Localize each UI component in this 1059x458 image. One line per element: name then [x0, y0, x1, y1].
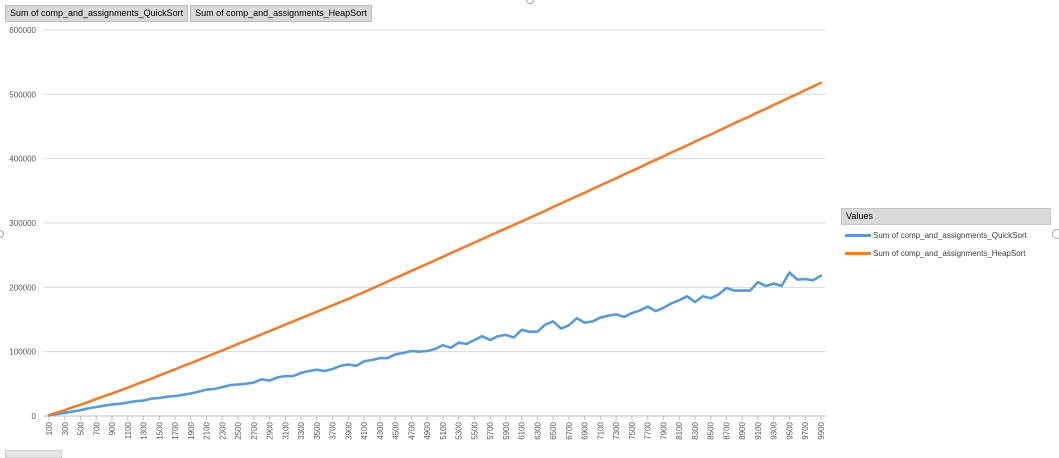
x-tick-label: 4300 [376, 421, 385, 439]
x-tick-label: 8500 [707, 421, 716, 439]
field-button-quicksort[interactable]: Sum of comp_and_assignments_QuickSort [5, 5, 189, 22]
y-tick-label: 100000 [9, 348, 36, 357]
x-tick-label: 3700 [329, 421, 338, 439]
x-tick-label: 3300 [297, 421, 306, 439]
x-tick-label: 6500 [549, 421, 558, 439]
x-tick-label: 8100 [675, 421, 684, 439]
x-tick-label: 6700 [565, 421, 574, 439]
y-tick-label: 500000 [9, 90, 36, 99]
x-tick-label: 7900 [659, 421, 668, 439]
x-tick-label: 4500 [392, 421, 401, 439]
x-tick-label: 1100 [124, 421, 133, 439]
y-tick-label: 600000 [9, 26, 36, 35]
x-tick-label: 9300 [770, 421, 779, 439]
x-tick-label: 5500 [470, 421, 479, 439]
x-tick-label: 3900 [344, 421, 353, 439]
x-tick-label: 4900 [423, 421, 432, 439]
chart-legend[interactable]: Values Sum of comp_and_assignments_Quick… [841, 208, 1051, 261]
x-tick-label: 700 [92, 421, 101, 435]
x-tick-label: 7700 [644, 421, 653, 439]
x-tick-label: 2700 [250, 421, 259, 439]
legend-item-quicksort[interactable]: Sum of comp_and_assignments_QuickSort [841, 227, 1051, 243]
x-tick-label: 3500 [313, 421, 322, 439]
legend-swatch-quicksort [845, 233, 871, 237]
x-tick-label: 5700 [486, 421, 495, 439]
x-tick-label: 1300 [140, 421, 149, 439]
x-tick-label: 2100 [203, 421, 212, 439]
legend-label-quicksort: Sum of comp_and_assignments_QuickSort [873, 230, 1027, 240]
x-tick-label: 2900 [266, 421, 275, 439]
x-tick-label: 5100 [439, 421, 448, 439]
x-tick-label: 1500 [155, 421, 164, 439]
x-tick-label: 7500 [628, 421, 637, 439]
x-tick-label: 100 [45, 421, 54, 435]
x-tick-label: 9700 [801, 421, 810, 439]
x-tick-label: 3100 [281, 421, 290, 439]
x-tick-label: 2500 [234, 421, 243, 439]
x-tick-label: 300 [61, 421, 70, 435]
sheet-tab-strip[interactable] [5, 450, 62, 458]
pivot-field-buttons: Sum of comp_and_assignments_QuickSort Su… [5, 5, 372, 22]
x-tick-label: 6300 [533, 421, 542, 439]
x-tick-label: 7100 [596, 421, 605, 439]
x-tick-label: 6900 [581, 421, 590, 439]
x-tick-label: 6100 [518, 421, 527, 439]
legend-label-heapsort: Sum of comp_and_assignments_HeapSort [873, 248, 1026, 258]
x-tick-label: 8900 [738, 421, 747, 439]
x-tick-label: 9100 [754, 421, 763, 439]
x-tick-label: 5900 [502, 421, 511, 439]
legend-item-heapsort[interactable]: Sum of comp_and_assignments_HeapSort [841, 245, 1051, 261]
y-tick-label: 200000 [9, 283, 36, 292]
x-tick-label: 5300 [455, 421, 464, 439]
x-tick-label: 4100 [360, 421, 369, 439]
x-tick-label: 2300 [218, 421, 227, 439]
legend-swatch-heapsort [845, 251, 871, 255]
series-line-heapsort[interactable] [47, 81, 823, 417]
y-tick-label: 0 [32, 412, 37, 421]
x-tick-label: 8300 [691, 421, 700, 439]
x-tick-label: 8700 [722, 421, 731, 439]
field-button-heapsort[interactable]: Sum of comp_and_assignments_HeapSort [190, 5, 372, 22]
y-tick-label: 400000 [9, 155, 36, 164]
x-tick-label: 9500 [785, 421, 794, 439]
y-tick-label: 300000 [9, 219, 36, 228]
x-tick-label: 500 [77, 421, 86, 435]
resize-handle-right[interactable] [1052, 229, 1059, 239]
series-line-quicksort[interactable] [47, 271, 823, 417]
legend-title[interactable]: Values [841, 208, 1051, 225]
x-tick-label: 1700 [171, 421, 180, 439]
x-tick-label: 4700 [407, 421, 416, 439]
x-tick-label: 900 [108, 421, 117, 435]
x-tick-label: 9900 [817, 421, 826, 439]
x-tick-label: 7300 [612, 421, 621, 439]
x-tick-label: 1900 [187, 421, 196, 439]
